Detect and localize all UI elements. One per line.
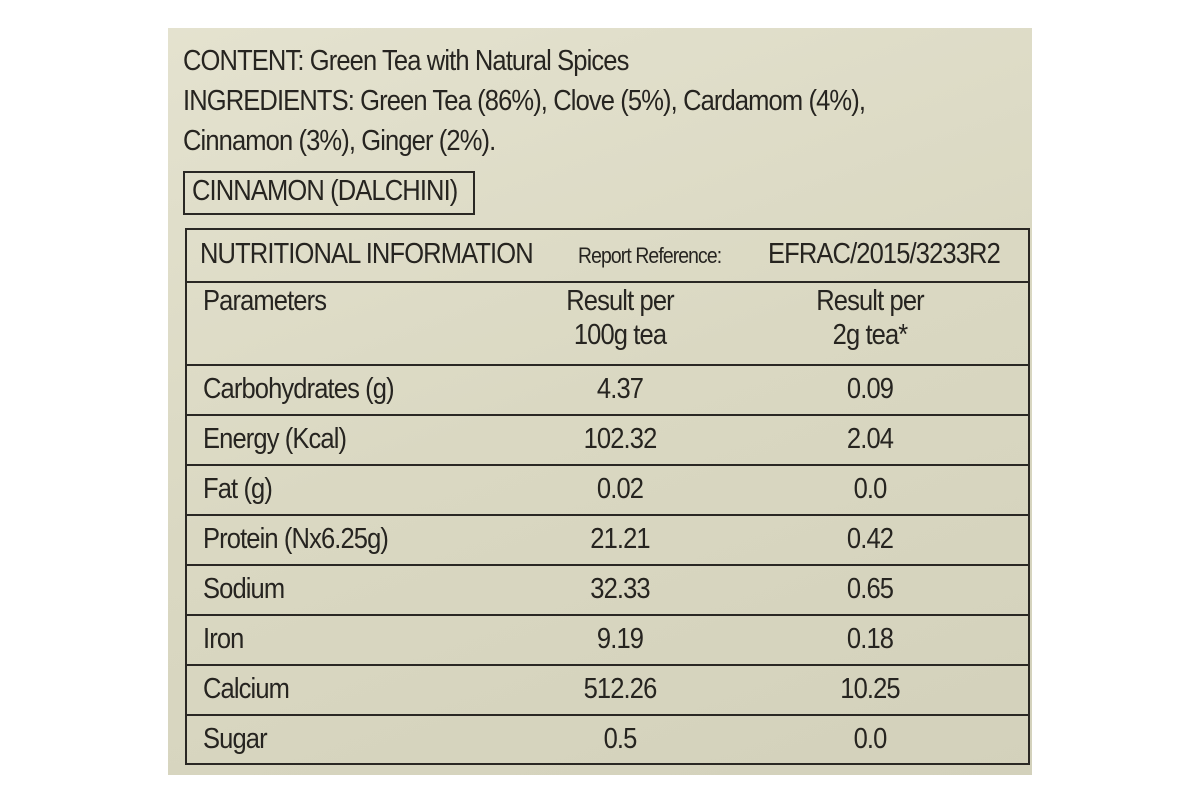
row-value: 0.09: [846, 373, 894, 405]
report-ref: EFRAC/2015/3233R2: [768, 238, 1001, 270]
row-label: Carbohydrates (g): [203, 373, 395, 405]
row-divider: [185, 714, 1030, 716]
row-value: 0.5: [603, 723, 638, 755]
row-value: 0.42: [846, 523, 894, 555]
row-value: 10.25: [840, 673, 900, 705]
row-label: Sugar: [203, 723, 268, 755]
row-divider: [185, 514, 1030, 516]
row-label: Sodium: [203, 573, 285, 605]
header-cell: 100g tea: [573, 319, 667, 351]
row-value: 0.0: [853, 473, 888, 505]
ingredients-line: INGREDIENTS: Green Tea (86%), Clove (5%)…: [183, 85, 866, 117]
header-cell: 2g tea*: [832, 319, 909, 351]
header-cell: Result per: [816, 285, 924, 317]
header-cell: Result per: [566, 285, 674, 317]
row-divider: [185, 664, 1030, 666]
row-value: 32.33: [590, 573, 650, 605]
nutrition-table: [185, 228, 1030, 765]
tag-box: [183, 171, 475, 215]
row-label: Energy (Kcal): [203, 423, 347, 455]
ingredients-line: Cinnamon (3%), Ginger (2%).: [183, 125, 496, 157]
tag: CINNAMON (DALCHINI): [192, 175, 458, 207]
row-value: 102.32: [583, 423, 658, 455]
row-label: Iron: [203, 623, 244, 655]
row-value: 9.19: [596, 623, 644, 655]
table-title: NUTRITIONAL INFORMATION: [200, 238, 534, 270]
row-value: 512.26: [583, 673, 658, 705]
label-panel: [168, 28, 1032, 775]
row-label: Fat (g): [203, 473, 273, 505]
row-divider: [185, 364, 1030, 366]
row-label: Protein (Nx6.25g): [203, 523, 389, 555]
row-divider: [185, 414, 1030, 416]
row-value: 2.04: [846, 423, 894, 455]
row-divider: [185, 614, 1030, 616]
row-value: 0.18: [846, 623, 894, 655]
header-cell: Parameters: [203, 285, 327, 317]
content-line: CONTENT: Green Tea with Natural Spices: [183, 45, 629, 77]
row-divider: [185, 564, 1030, 566]
row-divider: [185, 464, 1030, 466]
row-value: 0.02: [596, 473, 644, 505]
report-label: Report Reference:: [578, 243, 722, 268]
row-value: 0.0: [853, 723, 888, 755]
row-label: Calcium: [203, 673, 290, 705]
row-value: 0.65: [846, 573, 894, 605]
row-value: 4.37: [596, 373, 644, 405]
row-value: 21.21: [590, 523, 650, 555]
row-divider: [185, 281, 1030, 283]
